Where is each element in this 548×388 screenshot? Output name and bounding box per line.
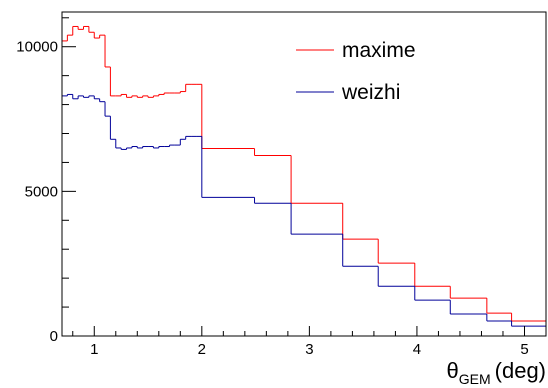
x-tick-label: 1 (90, 341, 98, 358)
x-tick-label: 4 (413, 341, 421, 358)
x-tick-label: 5 (520, 341, 528, 358)
y-tick-label: 0 (50, 328, 58, 345)
x-axis-label: θGEM (deg) (447, 358, 547, 387)
y-tick-label: 10000 (16, 39, 58, 56)
y-tick-label: 5000 (25, 183, 58, 200)
x-tick-label: 3 (305, 341, 313, 358)
legend-label: maxime (342, 39, 416, 62)
x-label-unit: (deg) (495, 358, 546, 383)
x-tick-label: 2 (198, 341, 206, 358)
legend: maxime weizhi (296, 39, 416, 104)
plot-frame (61, 11, 547, 337)
x-label-symbol: θ (447, 358, 459, 383)
legend-label: weizhi (341, 81, 400, 104)
x-label-subscript: GEM (459, 371, 491, 387)
